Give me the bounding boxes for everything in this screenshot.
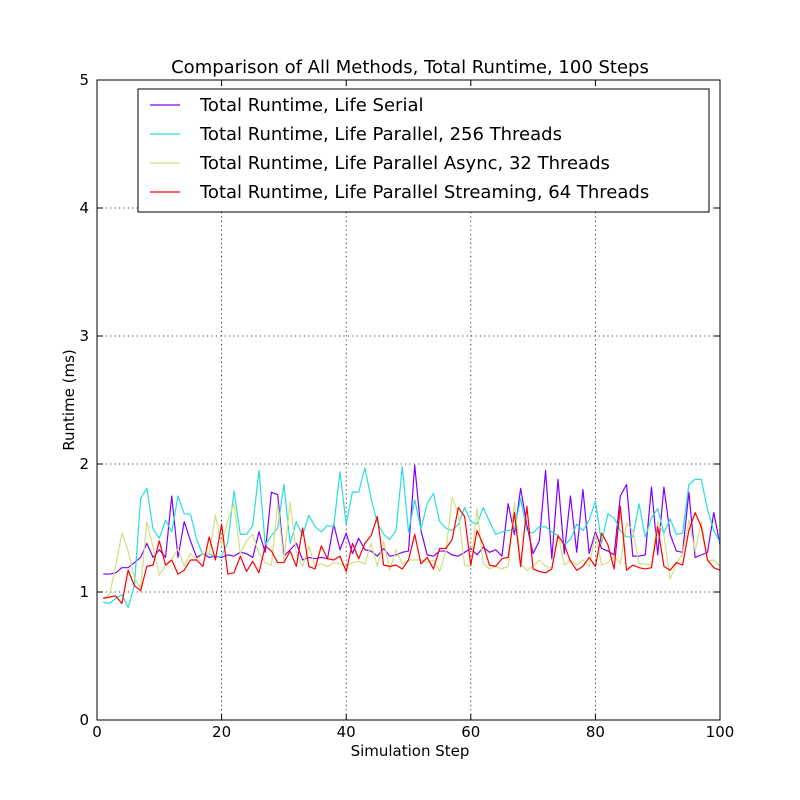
- series-line-streaming: [103, 505, 721, 605]
- x-tick-label: 80: [586, 723, 605, 741]
- plot-frame: [96, 79, 721, 721]
- x-tick-label: 20: [212, 723, 231, 741]
- axis-ticks: 0 20 40 60 80 100 0 1 2 3 4 5: [79, 71, 734, 741]
- legend-label-streaming: Total Runtime, Life Parallel Streaming, …: [199, 182, 649, 203]
- legend-label-async: Total Runtime, Life Parallel Async, 32 T…: [199, 153, 610, 174]
- legend-label-serial: Total Runtime, Life Serial: [199, 95, 423, 116]
- legend-box: [137, 88, 710, 213]
- chart-title: Comparison of All Methods, Total Runtime…: [171, 57, 649, 78]
- y-tick-label: 2: [79, 455, 89, 473]
- y-tick-label: 1: [79, 583, 89, 601]
- x-tick-label: 100: [706, 723, 735, 741]
- y-tick-label: 4: [79, 199, 89, 217]
- legend-label-parallel: Total Runtime, Life Parallel, 256 Thread…: [199, 124, 562, 145]
- x-tick-label: 60: [461, 723, 480, 741]
- y-tick-label: 3: [79, 327, 89, 345]
- series-lines: [102, 464, 721, 608]
- legend: Total Runtime, Life Serial Total Runtime…: [137, 88, 710, 213]
- y-tick-label: 5: [79, 71, 89, 89]
- x-tick-label: 40: [337, 723, 356, 741]
- y-axis-label: Runtime (ms): [60, 349, 78, 451]
- y-tick-label: 0: [79, 711, 89, 729]
- x-axis-label: Simulation Step: [351, 742, 470, 760]
- x-tick-label: 0: [92, 723, 102, 741]
